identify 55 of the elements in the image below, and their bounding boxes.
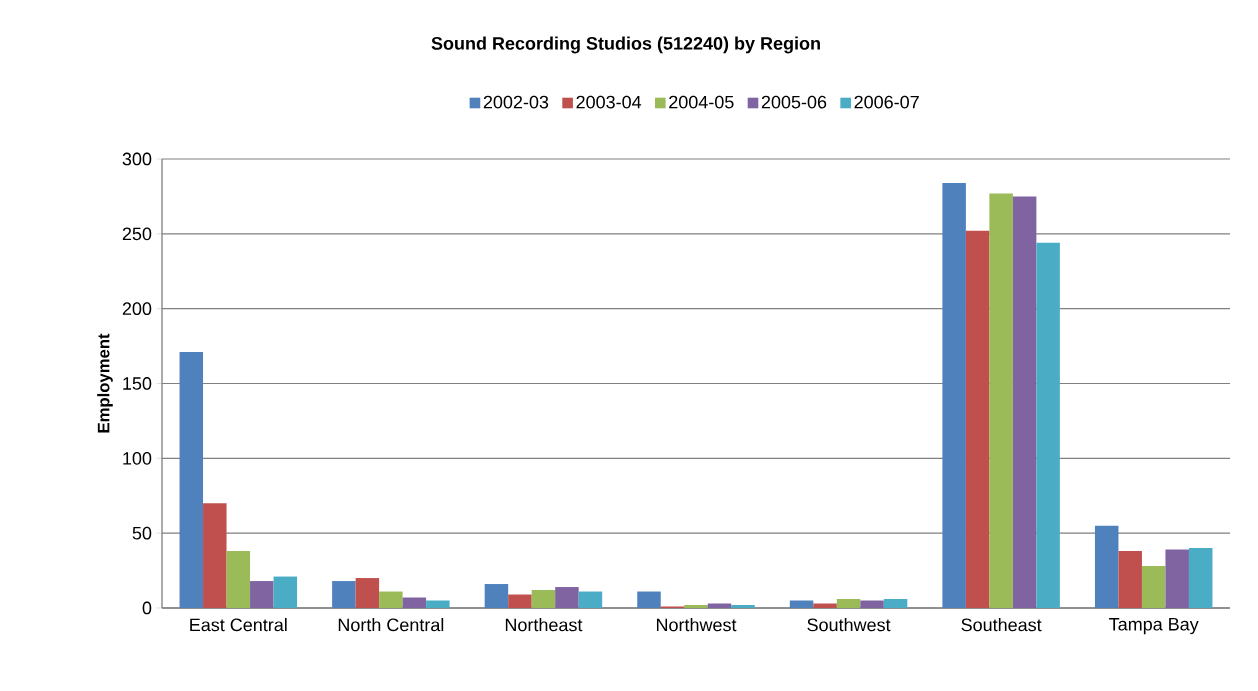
bar	[1012, 196, 1037, 608]
bar	[637, 591, 661, 608]
bar	[250, 581, 274, 608]
bar	[379, 591, 403, 608]
bar	[860, 600, 884, 608]
bar	[836, 599, 861, 608]
bar	[484, 584, 509, 608]
bar	[402, 597, 427, 608]
x-tick-label: Northwest	[656, 618, 737, 632]
bar	[508, 594, 532, 608]
legend-label: 2002-03	[483, 95, 549, 109]
bar	[531, 590, 556, 608]
bar	[942, 182, 966, 608]
bar	[1188, 548, 1213, 608]
y-tick-label: 0	[142, 601, 152, 615]
bar	[273, 576, 298, 608]
x-tick-label: East Central	[190, 618, 287, 632]
bar	[355, 578, 380, 608]
bar	[203, 503, 227, 608]
bar	[707, 603, 732, 608]
y-tick-label: 150	[123, 377, 152, 390]
bar	[789, 600, 814, 608]
x-tick-label: Northeast	[505, 618, 583, 632]
bar	[1165, 549, 1189, 608]
bar	[731, 604, 755, 608]
x-tick-label: North Central	[338, 618, 444, 632]
bar	[1118, 551, 1142, 608]
x-tick-label: Southeast	[961, 618, 1042, 632]
bar	[332, 581, 356, 608]
bar	[179, 352, 204, 608]
y-tick-label: 300	[122, 152, 152, 166]
y-axis-title: Employment	[97, 333, 113, 433]
legend-label: 2004-05	[669, 95, 734, 109]
bar	[578, 591, 603, 608]
legend-label: 2003-04	[576, 95, 642, 109]
bar	[1036, 242, 1060, 608]
bar	[883, 599, 908, 608]
y-tick-label: 200	[122, 302, 152, 316]
x-tick-label: Tampa Bay	[1109, 618, 1199, 635]
chart-title: Sound Recording Studios (512240) by Region	[431, 36, 820, 54]
bar	[1094, 525, 1119, 608]
bar	[426, 600, 450, 608]
bar	[965, 230, 990, 608]
y-tick-label: 50	[132, 526, 152, 540]
legend-label: 2006-07	[854, 95, 919, 109]
bar	[1141, 566, 1166, 608]
legend-label: 2005-06	[761, 95, 827, 109]
y-tick-label: 100	[123, 451, 152, 465]
bar	[989, 193, 1013, 608]
bar	[813, 603, 837, 608]
x-tick-label: Southwest	[807, 618, 891, 632]
bar	[226, 551, 251, 608]
bar	[684, 604, 708, 608]
bar	[555, 587, 579, 608]
y-tick-label: 250	[122, 227, 152, 241]
